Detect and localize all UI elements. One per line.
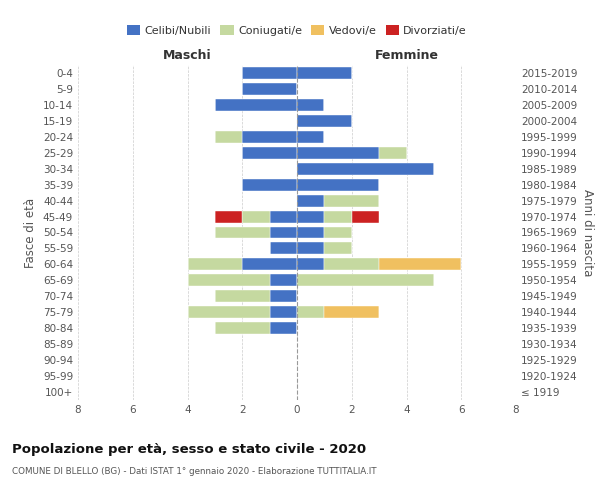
Bar xyxy=(269,306,297,318)
Bar xyxy=(297,306,325,318)
Bar xyxy=(215,131,242,143)
Bar xyxy=(215,99,297,111)
Bar xyxy=(242,131,297,143)
Bar xyxy=(269,226,297,238)
Bar xyxy=(325,258,379,270)
Bar xyxy=(297,115,352,127)
Bar xyxy=(242,210,269,222)
Bar xyxy=(187,306,269,318)
Text: COMUNE DI BLELLO (BG) - Dati ISTAT 1° gennaio 2020 - Elaborazione TUTTITALIA.IT: COMUNE DI BLELLO (BG) - Dati ISTAT 1° ge… xyxy=(12,468,377,476)
Legend: Celibi/Nubili, Coniugati/e, Vedovi/e, Divorziati/e: Celibi/Nubili, Coniugati/e, Vedovi/e, Di… xyxy=(122,20,472,40)
Bar xyxy=(269,274,297,286)
Bar xyxy=(297,258,325,270)
Bar xyxy=(297,274,434,286)
Bar xyxy=(215,290,269,302)
Text: Popolazione per età, sesso e stato civile - 2020: Popolazione per età, sesso e stato civil… xyxy=(12,442,366,456)
Bar xyxy=(269,242,297,254)
Bar xyxy=(297,242,325,254)
Bar xyxy=(187,274,269,286)
Bar xyxy=(325,194,379,206)
Bar xyxy=(297,226,325,238)
Bar xyxy=(352,210,379,222)
Bar xyxy=(297,131,325,143)
Bar xyxy=(242,83,297,95)
Bar xyxy=(269,290,297,302)
Bar xyxy=(269,322,297,334)
Bar xyxy=(242,147,297,158)
Bar xyxy=(379,258,461,270)
Bar xyxy=(297,99,325,111)
Bar xyxy=(325,306,379,318)
Bar xyxy=(297,162,434,174)
Text: Femmine: Femmine xyxy=(374,49,439,62)
Bar xyxy=(297,210,325,222)
Bar xyxy=(379,147,407,158)
Bar xyxy=(242,178,297,190)
Bar xyxy=(269,210,297,222)
Y-axis label: Fasce di età: Fasce di età xyxy=(25,198,37,268)
Bar xyxy=(297,178,379,190)
Text: Maschi: Maschi xyxy=(163,49,212,62)
Bar xyxy=(325,226,352,238)
Bar xyxy=(215,210,242,222)
Bar xyxy=(325,242,352,254)
Bar xyxy=(242,258,297,270)
Bar xyxy=(297,194,325,206)
Bar xyxy=(297,147,379,158)
Bar xyxy=(215,226,269,238)
Bar xyxy=(325,210,352,222)
Bar xyxy=(215,322,269,334)
Y-axis label: Anni di nascita: Anni di nascita xyxy=(581,189,594,276)
Bar xyxy=(297,67,352,79)
Bar xyxy=(187,258,242,270)
Bar xyxy=(242,67,297,79)
